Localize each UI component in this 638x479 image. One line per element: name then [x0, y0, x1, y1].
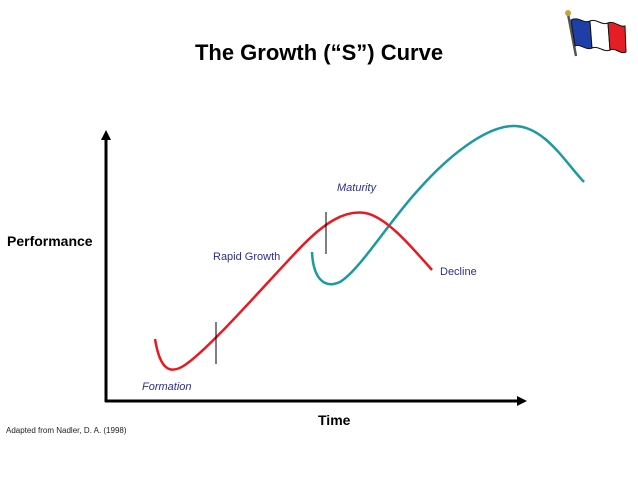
- second-s-curve: [310, 124, 585, 286]
- first-s-curve: [153, 211, 433, 371]
- phase-label-maturity: Maturity: [337, 182, 377, 194]
- phase-label-decline: Decline: [440, 266, 477, 278]
- page-title: The Growth (“S”) Curve: [194, 40, 444, 65]
- y-axis-label: Performance: [7, 233, 93, 249]
- source-note: Adapted from Nadler, D. A. (1998): [6, 426, 127, 435]
- x-axis-label: Time: [318, 412, 351, 428]
- phase-label-rapid-growth: Rapid Growth: [213, 251, 281, 263]
- phase-label-formation: Formation: [142, 381, 192, 393]
- flag-icon: [565, 10, 627, 57]
